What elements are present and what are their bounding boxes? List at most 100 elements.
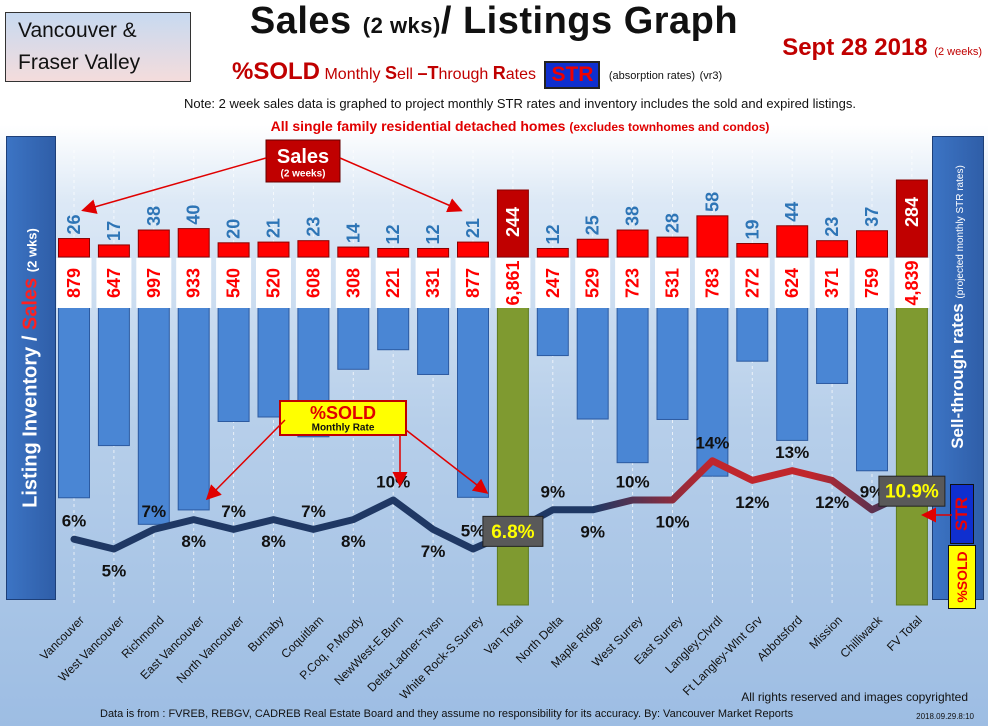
inventory-label: 723	[623, 268, 643, 298]
scope-line: All single family residential detached h…	[0, 118, 988, 134]
subtitle-monthly: Monthly	[324, 66, 381, 83]
inventory-label-bg	[535, 258, 571, 308]
sales-bar	[177, 228, 210, 258]
sales-bar	[496, 189, 529, 258]
sales-bar	[417, 247, 450, 258]
inventory-bar	[177, 299, 210, 511]
inventory-label: 879	[64, 268, 84, 298]
sales-callout-title: Sales	[277, 146, 329, 168]
subtitle-hrough: hrough	[438, 66, 489, 83]
sales-bar	[736, 243, 769, 258]
sales-bar	[656, 236, 689, 258]
sales-label: 284	[902, 197, 922, 227]
sales-callout-sub: (2 weeks)	[280, 169, 325, 180]
sales-label: 21	[463, 218, 483, 238]
sales-bar	[816, 240, 849, 258]
inventory-bar	[217, 299, 250, 422]
sales-label: 28	[663, 213, 683, 233]
report-date: Sept 28 2018 (2 weeks)	[782, 34, 982, 62]
sales-bar	[536, 247, 569, 258]
str-total-box	[482, 515, 544, 547]
sold-callout-box	[279, 400, 407, 436]
sales-bar	[297, 240, 330, 258]
category-label: Chilliwack	[837, 612, 885, 660]
inventory-label-bg	[615, 258, 651, 308]
inventory-bar	[576, 299, 609, 420]
str-label: 12%	[815, 493, 849, 512]
str-label: 8%	[261, 532, 286, 551]
str-label: 9%	[580, 522, 605, 541]
inventory-label-bg	[694, 258, 730, 308]
inventory-label: 331	[423, 268, 443, 298]
gridlines	[73, 150, 913, 605]
str-label: 10%	[655, 513, 689, 532]
sales-bar	[97, 244, 130, 258]
inventory-label: 529	[583, 268, 603, 298]
footer-rights: All rights reserved and images copyright…	[741, 690, 968, 704]
str-label: 7%	[142, 502, 167, 521]
sales-bar	[217, 242, 250, 258]
inventory-label: 221	[383, 268, 403, 298]
inventory-label-bg	[335, 258, 371, 308]
inventory-label: 997	[144, 268, 164, 298]
subtitle-ates: ates	[505, 66, 536, 83]
inventory-label: 540	[224, 268, 244, 298]
inventory-label-bg	[295, 258, 331, 308]
sales-label: 25	[583, 215, 603, 235]
inventory-labels: 879 647 997 933 540 520 608 308 221 331 877 6,861 24…	[56, 258, 930, 308]
sales-bar	[856, 230, 888, 258]
title-mid: (2 wks)	[362, 13, 441, 38]
sales-label: 12	[543, 224, 563, 244]
sales-label: 12	[383, 224, 403, 244]
category-label: Ft Langley-Wlnt Grv	[680, 613, 765, 698]
footer-stamp: 2018.09.29.8:10	[916, 712, 974, 721]
str-total-label: 10.9%	[885, 482, 939, 503]
sales-bars	[58, 179, 928, 258]
inventory-bar	[58, 299, 90, 499]
sales-callout-box	[265, 139, 341, 183]
inventory-bar	[895, 299, 928, 606]
inventory-label: 933	[184, 268, 204, 298]
scope-text: All single family residential detached h…	[270, 118, 566, 134]
category-label: FV Total	[884, 613, 925, 654]
region-label: Vancouver & Fraser Valley	[5, 12, 191, 82]
sold-arrow-1	[205, 419, 286, 501]
inventory-label-bg	[256, 258, 291, 308]
inventory-bar	[616, 299, 649, 464]
inventory-bar	[696, 299, 729, 477]
sales-bar	[137, 229, 170, 258]
subtitle-r: R	[492, 63, 506, 83]
title-main: Sales	[249, 0, 352, 42]
inventory-label-bg	[894, 258, 930, 308]
sales-label: 37	[862, 207, 882, 227]
sold-callout-title: %SOLD	[310, 403, 376, 423]
inventory-bar	[496, 299, 529, 606]
sales-bar	[895, 179, 928, 258]
str-label: 8%	[181, 532, 206, 551]
inventory-label: 759	[862, 268, 882, 298]
str-label: 5%	[461, 522, 486, 541]
sales-bar	[457, 241, 489, 258]
sales-label: 12	[423, 224, 443, 244]
inventory-label-bg	[774, 258, 810, 308]
sales-label: 40	[184, 205, 204, 225]
inventory-label-bg	[814, 258, 850, 308]
str-label: 7%	[421, 542, 446, 561]
sales-label: 21	[264, 218, 284, 238]
sold-arrow-3	[405, 429, 489, 494]
scope-small: (excludes townhomes and condos)	[569, 120, 770, 134]
inventory-bar	[656, 299, 689, 420]
inventory-label: 531	[663, 268, 683, 298]
inventory-label-bg	[415, 258, 451, 308]
str-label: 10%	[376, 473, 410, 492]
str-badge: STR	[950, 484, 974, 544]
inventory-label: 371	[822, 268, 842, 298]
inventory-label: 247	[543, 268, 563, 298]
sales-bar	[377, 247, 410, 258]
inventory-label-bg	[136, 258, 172, 308]
sales-label: 38	[144, 206, 164, 226]
inventory-label-bg	[96, 258, 132, 308]
inventory-bar	[257, 299, 290, 418]
